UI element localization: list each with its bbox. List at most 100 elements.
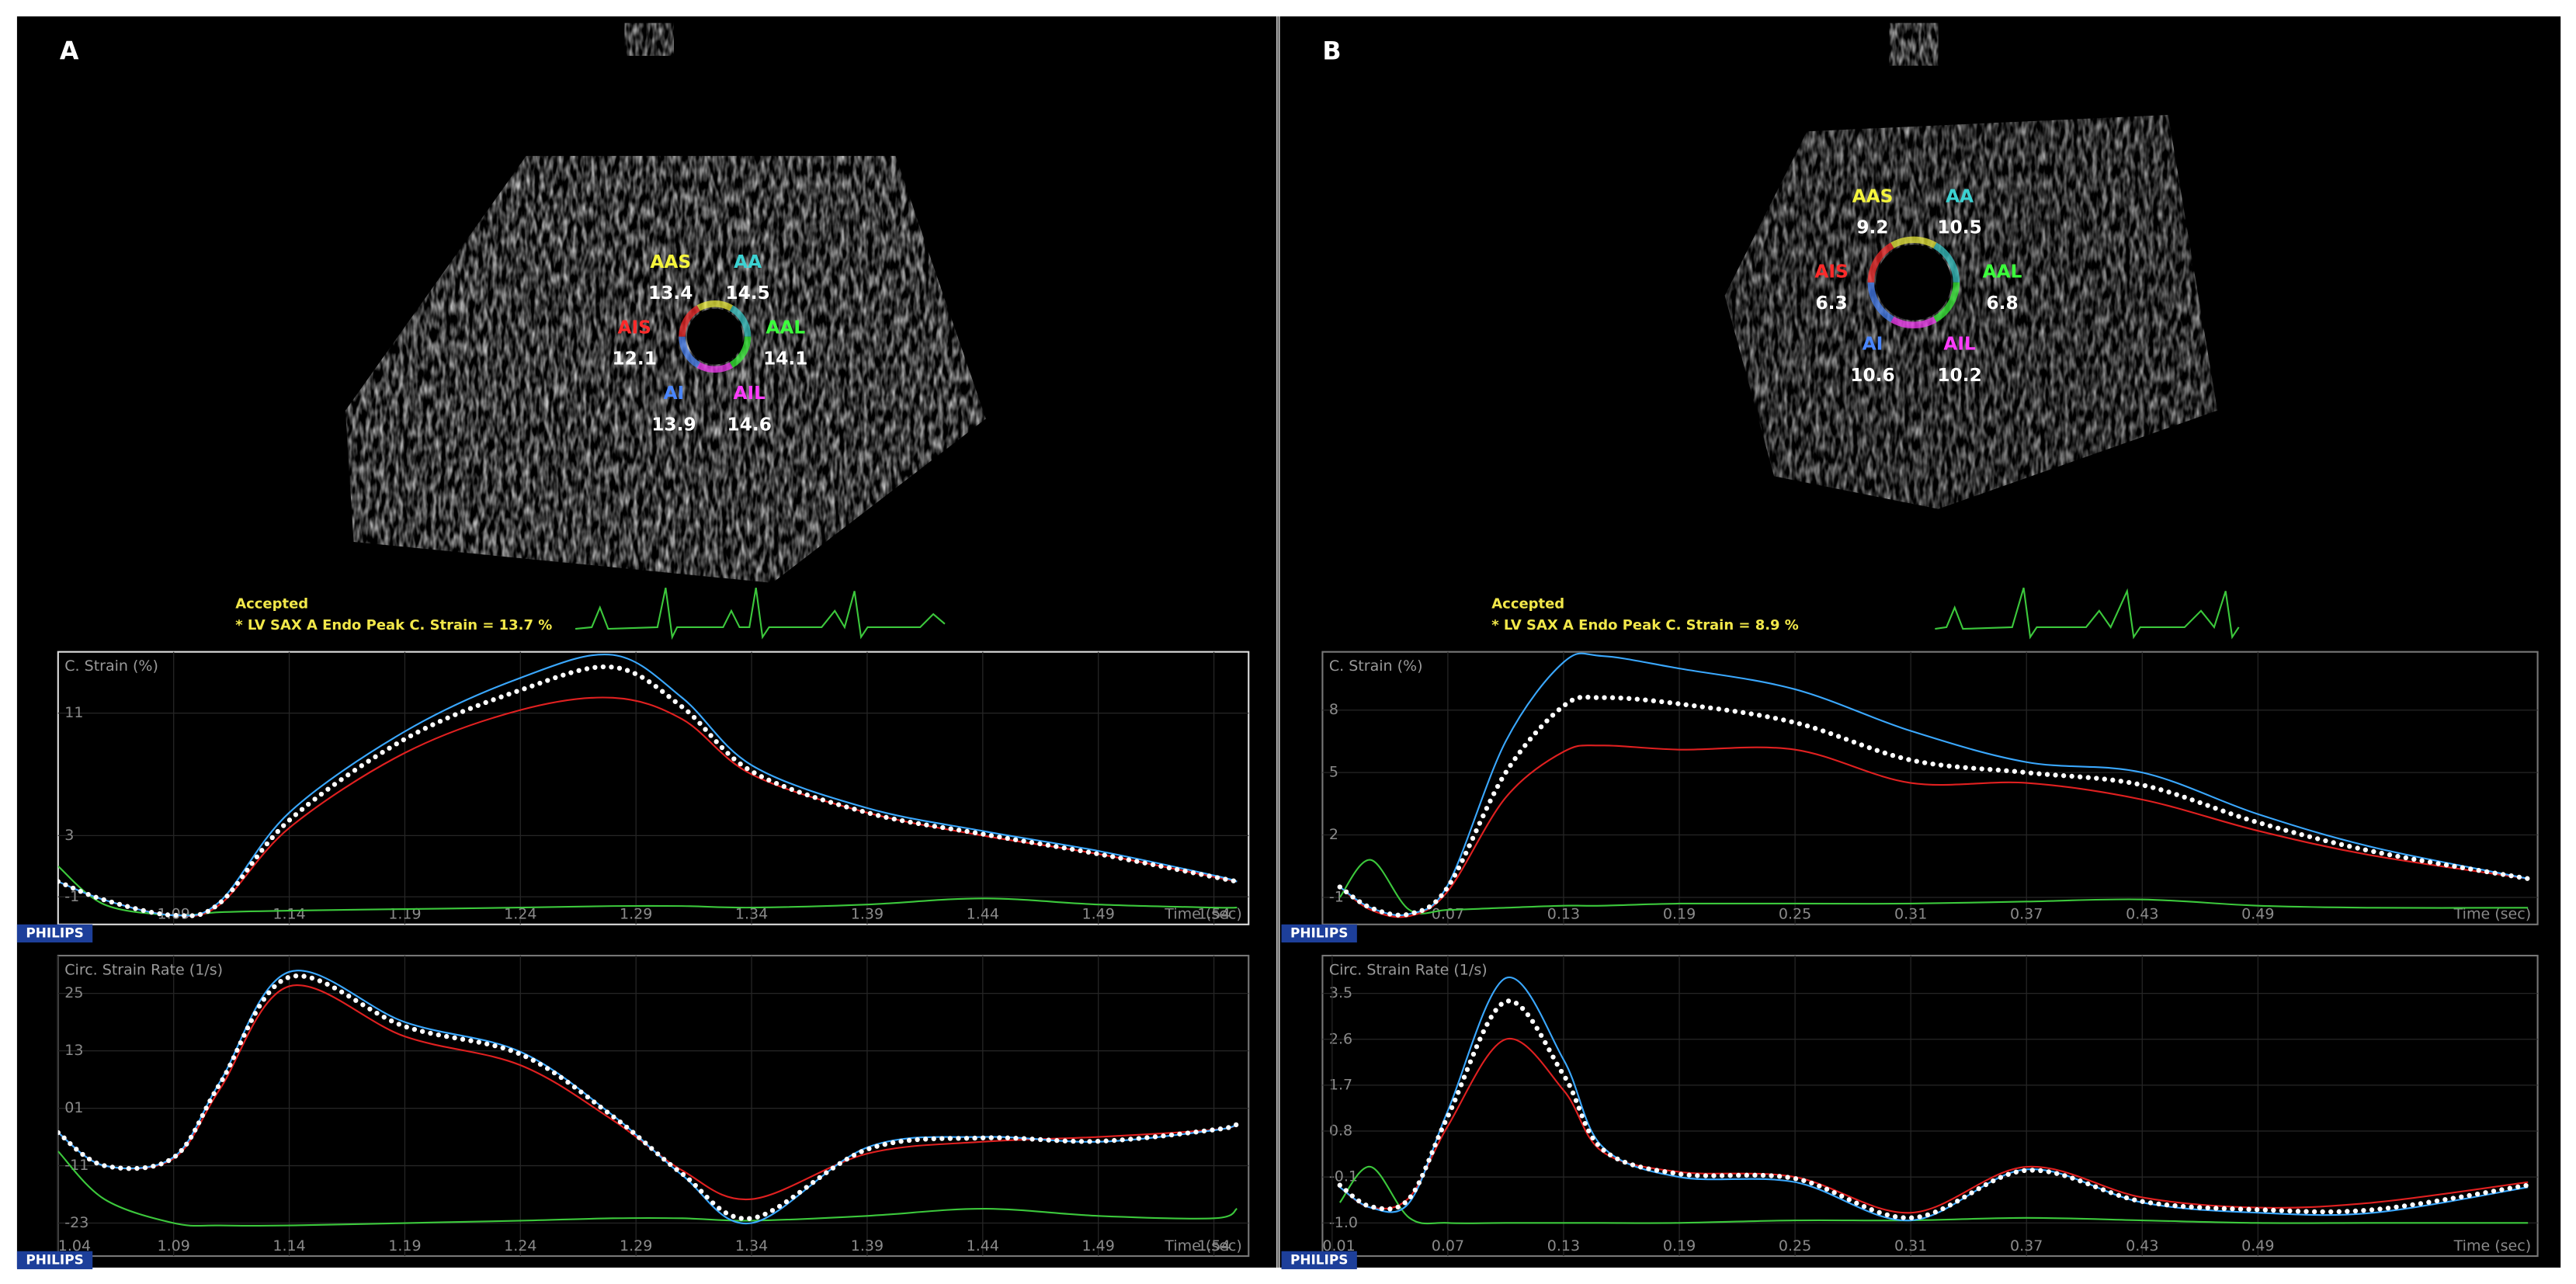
x-tick-label: 0.01 xyxy=(1322,1237,1355,1255)
x-tick-label: 0.07 xyxy=(1432,906,1464,923)
x-axis-label: Time (sec) xyxy=(1164,1237,1241,1255)
ring-segment xyxy=(696,362,734,373)
segment-value: 10.5 xyxy=(1937,217,1981,238)
segment-value: 10.6 xyxy=(1850,365,1894,386)
series-line xyxy=(1339,976,2529,1222)
y-tick-label: 5 xyxy=(1329,764,1338,781)
segment-name: AAS xyxy=(1852,186,1894,206)
ring-lumen xyxy=(1876,245,1952,321)
ring-segment xyxy=(1933,282,1960,323)
segment-value: 14.5 xyxy=(725,283,769,304)
ring-segment xyxy=(696,300,734,311)
x-tick-label: 1.29 xyxy=(620,906,652,923)
segment-name: AAL xyxy=(766,318,805,338)
x-tick-label: 1.19 xyxy=(388,1237,421,1255)
x-tick-label: 1.44 xyxy=(967,1237,999,1255)
y-tick-label: 2.6 xyxy=(1329,1030,1352,1047)
chart-title: Circ. Strain Rate (1/s) xyxy=(64,962,223,979)
series-line xyxy=(1337,694,2531,918)
ecg xyxy=(1935,587,2240,640)
segment-value: 13.4 xyxy=(648,283,693,304)
x-axis-label: Time (sec) xyxy=(2453,906,2531,923)
x-tick-label: 1.49 xyxy=(1082,1237,1115,1255)
series-group xyxy=(1337,652,2531,918)
x-tick-label: 1.49 xyxy=(1082,906,1115,923)
y-tick-label: 3 xyxy=(64,827,74,844)
x-tick-label: 1.09 xyxy=(158,906,190,923)
logo: PHILIPS xyxy=(1290,925,1348,940)
logo: PHILIPS xyxy=(1290,1251,1348,1267)
ring-segment xyxy=(1933,242,1960,283)
logo-box xyxy=(1281,924,1357,943)
x-tick-label: 0.37 xyxy=(2010,906,2043,923)
chart-title: C. Strain (%) xyxy=(64,658,158,675)
measurement: * LV SAX A Endo Peak C. Strain = 13.7 % xyxy=(235,617,552,633)
plot-area xyxy=(57,651,1250,925)
x-tick-label: 0.49 xyxy=(2241,1237,2274,1255)
logo-box xyxy=(16,924,93,943)
panel-label: A xyxy=(60,38,79,66)
y-tick-label: -23 xyxy=(64,1214,89,1231)
status: Accepted xyxy=(235,595,308,612)
segment-value: 13.9 xyxy=(651,414,696,435)
y-tick-label: 13 xyxy=(64,1042,83,1059)
x-tick-label: 0.49 xyxy=(2241,906,2274,923)
ring-segment xyxy=(729,336,752,368)
x-tick-label: 0.19 xyxy=(1663,1237,1696,1255)
segment-value: 10.2 xyxy=(1937,365,1981,386)
segment-value: 9.2 xyxy=(1856,217,1888,238)
x-tick-label: 0.19 xyxy=(1663,906,1696,923)
x-tick-label: 0.07 xyxy=(1432,1237,1464,1255)
segment-name: AI xyxy=(664,383,685,404)
y-tick-label: 01 xyxy=(64,1099,83,1116)
y-tick-label: 25 xyxy=(64,984,83,1001)
series-line xyxy=(57,664,1240,918)
x-tick-label: 0.43 xyxy=(2126,1237,2158,1255)
y-tick-label: -11 xyxy=(64,1157,89,1174)
x-axis-label: Time (sec) xyxy=(2453,1237,2531,1255)
segment-value: 6.3 xyxy=(1816,293,1848,314)
ring-segment xyxy=(679,305,700,337)
plot-area xyxy=(57,954,1250,1258)
x-tick-label: 0.37 xyxy=(2010,1237,2043,1255)
series-group xyxy=(1337,976,2531,1225)
logo: PHILIPS xyxy=(26,925,83,940)
y-tick-label: -1.0 xyxy=(1329,1214,1358,1231)
x-tick-label: 0.13 xyxy=(1547,906,1580,923)
y-tick-label: -1 xyxy=(64,888,79,905)
segment-name: AA xyxy=(1946,186,1974,206)
segment-name: AAS xyxy=(650,252,691,272)
x-tick-label: 1.14 xyxy=(273,906,305,923)
echo-image xyxy=(1724,115,2218,509)
x-axis-label: Time (sec) xyxy=(1164,906,1241,923)
ecg xyxy=(575,587,946,640)
chart-title: Circ. Strain Rate (1/s) xyxy=(1329,962,1488,979)
segment-name: AI xyxy=(1863,334,1883,355)
ring-segment xyxy=(729,305,752,337)
x-tick-label: 1.34 xyxy=(735,1237,768,1255)
panel-label: B xyxy=(1322,38,1341,66)
x-tick-label: 1.14 xyxy=(273,1237,305,1255)
ring-segment xyxy=(1890,316,1937,329)
x-tick-label: 1.54 xyxy=(1197,1237,1230,1255)
series-line xyxy=(57,973,1240,1221)
series-line xyxy=(57,1150,1238,1227)
series-group xyxy=(57,653,1240,918)
y-tick-label: 0.8 xyxy=(1329,1123,1352,1140)
x-tick-label: 0.43 xyxy=(2126,906,2158,923)
segment-name: AIS xyxy=(1814,262,1848,283)
series-line xyxy=(57,696,1238,918)
logo-box xyxy=(1281,1251,1357,1269)
y-tick-label: -1 xyxy=(1329,888,1344,905)
segment-name: AIS xyxy=(617,318,651,338)
probe-marker xyxy=(624,23,674,56)
y-tick-label: 11 xyxy=(64,704,83,721)
series-line xyxy=(1338,859,2529,914)
measurement: * LV SAX A Endo Peak C. Strain = 8.9 % xyxy=(1491,617,1799,633)
series-line xyxy=(1338,1165,2529,1225)
chart-title: C. Strain (%) xyxy=(1329,658,1423,675)
x-tick-label: 0.31 xyxy=(1894,906,1927,923)
x-tick-label: 0.25 xyxy=(1779,1237,1811,1255)
x-tick-label: 0.31 xyxy=(1894,1237,1927,1255)
